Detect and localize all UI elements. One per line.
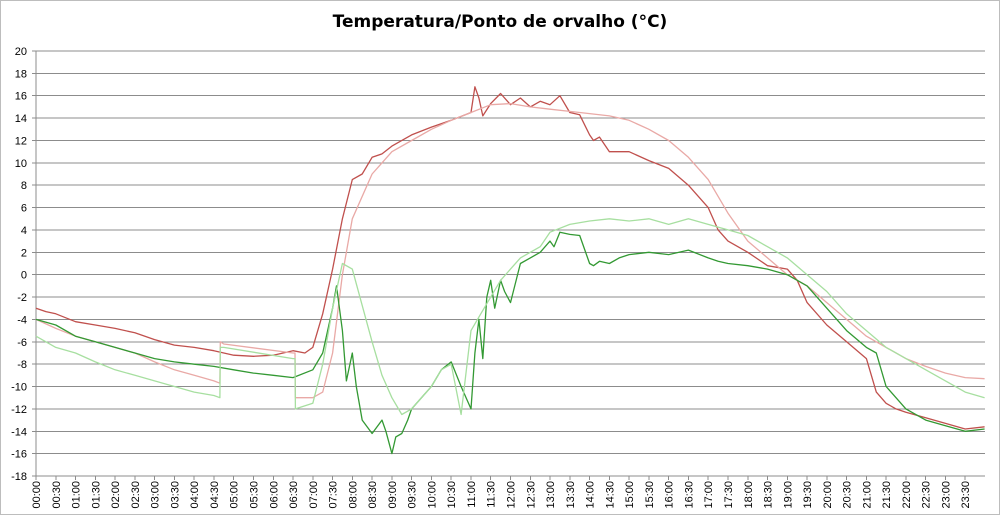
y-tick-label: -6 (17, 337, 27, 349)
x-tick-label: 09:00 (387, 481, 399, 509)
x-tick-label: 10:00 (426, 481, 438, 509)
x-tick-label: 00:00 (31, 481, 43, 509)
x-tick-label: 10:30 (446, 481, 458, 509)
x-tick-label: 18:00 (743, 481, 755, 509)
x-tick-label: 16:00 (664, 481, 676, 509)
x-tick-label: 02:00 (110, 481, 122, 509)
x-tick-label: 00:30 (51, 481, 63, 509)
y-tick-label: 16 (15, 91, 27, 103)
y-tick-label: -4 (17, 314, 27, 326)
x-tick-label: 21:30 (881, 481, 893, 509)
x-tick-label: 03:00 (150, 481, 162, 509)
x-tick-label: 19:00 (782, 481, 794, 509)
x-tick-label: 12:30 (525, 481, 537, 509)
x-tick-label: 09:30 (407, 481, 419, 509)
y-tick-label: -8 (17, 359, 27, 371)
y-tick-label: -16 (11, 449, 27, 461)
y-tick-label: -10 (11, 382, 27, 394)
chart-title: Temperatura/Ponto de orvalho (°C) (332, 12, 668, 32)
x-tick-label: 23:00 (940, 481, 952, 509)
x-tick-label: 08:00 (347, 481, 359, 509)
x-tick-label: 19:30 (802, 481, 814, 509)
x-tick-label: 04:00 (189, 481, 201, 509)
series-line-3 (35, 231, 985, 455)
x-tick-label: 20:30 (842, 481, 854, 509)
y-tick-label: 10 (15, 158, 27, 170)
x-tick-label: 07:00 (308, 481, 320, 509)
y-tick-label: 2 (21, 247, 27, 259)
y-tick-label: 20 (15, 46, 27, 58)
y-tick-label: -2 (17, 292, 27, 304)
series-line-1 (35, 86, 985, 430)
y-tick-label: 4 (21, 225, 27, 237)
x-tick-label: 06:00 (268, 481, 280, 509)
x-tick-label: 21:00 (861, 481, 873, 509)
y-tick-label: 14 (15, 113, 27, 125)
x-tick-label: 18:30 (763, 481, 775, 509)
x-tick-label: 11:30 (486, 481, 498, 508)
x-tick-label: 01:00 (71, 481, 83, 509)
y-tick-label: 12 (15, 135, 27, 147)
x-tick-label: 16:30 (683, 481, 695, 509)
x-tick-label: 08:30 (367, 481, 379, 509)
x-tick-label: 14:00 (585, 481, 597, 509)
x-tick-label: 02:30 (130, 481, 142, 509)
x-tick-label: 17:30 (723, 481, 735, 509)
series-line-4 (35, 218, 985, 416)
x-tick-label: 13:30 (565, 481, 577, 509)
y-tick-label: 0 (21, 270, 27, 282)
x-tick-label: 11:00 (466, 481, 478, 508)
x-tick-label: 12:00 (506, 481, 518, 509)
x-tick-label: 22:30 (921, 481, 933, 509)
y-tick-label: 8 (21, 180, 27, 192)
y-tick-label: 18 (15, 68, 27, 80)
x-tick-label: 03:30 (169, 481, 181, 509)
x-tick-label: 06:30 (288, 481, 300, 509)
x-tick-label: 05:30 (248, 481, 260, 509)
x-tick-label: 14:30 (604, 481, 616, 509)
y-tick-label: 6 (21, 203, 27, 215)
x-tick-label: 05:00 (229, 481, 241, 509)
x-tick-label: 15:30 (644, 481, 656, 509)
x-tick-label: 22:00 (901, 481, 913, 509)
y-tick-label: -18 (11, 471, 27, 483)
x-tick-label: 13:00 (545, 481, 557, 509)
x-tick-label: 07:30 (328, 481, 340, 509)
y-tick-label: -14 (11, 426, 27, 438)
x-tick-label: 04:30 (209, 481, 221, 509)
x-tick-label: 17:00 (703, 481, 715, 509)
y-tick-label: -12 (11, 404, 27, 416)
x-tick-label: 23:30 (960, 481, 972, 509)
x-tick-label: 20:00 (822, 481, 834, 509)
series-line-2 (35, 102, 985, 399)
x-tick-label: 15:00 (624, 481, 636, 509)
x-tick-label: 01:30 (90, 481, 102, 509)
